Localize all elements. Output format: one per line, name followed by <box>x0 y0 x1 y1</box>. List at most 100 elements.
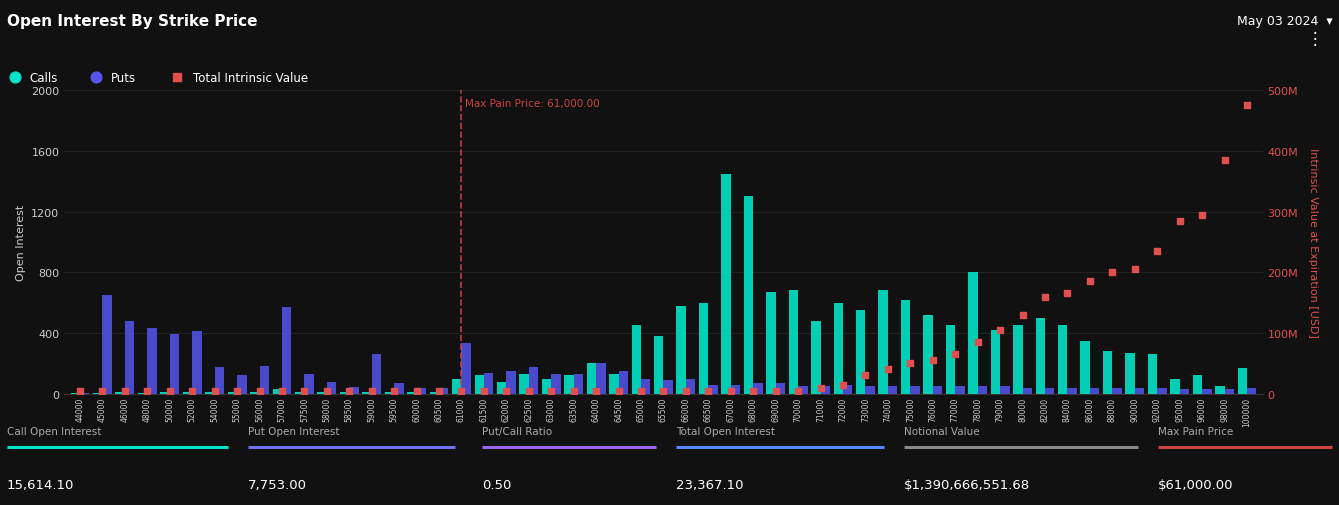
Bar <box>170 334 179 394</box>
Point <box>1012 311 1034 319</box>
Point <box>720 387 742 395</box>
Bar <box>125 321 134 394</box>
Bar <box>138 393 147 394</box>
Bar <box>1157 388 1166 394</box>
Bar <box>888 386 897 394</box>
Bar <box>676 306 686 394</box>
Bar <box>363 392 372 394</box>
Bar <box>228 392 237 394</box>
Bar <box>1202 389 1212 394</box>
Point <box>541 387 562 395</box>
Point <box>1102 269 1123 277</box>
Bar <box>991 330 1000 394</box>
Bar <box>372 355 382 394</box>
Bar <box>834 303 844 394</box>
Bar <box>439 389 449 394</box>
Point <box>406 387 427 395</box>
Text: Put Open Interest: Put Open Interest <box>248 426 339 436</box>
Point <box>226 387 248 395</box>
Bar <box>1180 389 1189 394</box>
Bar <box>865 386 874 394</box>
Bar <box>664 380 674 394</box>
Point <box>1214 157 1236 165</box>
Bar <box>520 374 529 394</box>
Point <box>1236 102 1257 110</box>
Bar <box>1113 388 1122 394</box>
Point <box>473 387 494 395</box>
Point <box>518 387 540 395</box>
Bar <box>641 379 651 394</box>
Bar <box>260 366 269 394</box>
Y-axis label: Open Interest: Open Interest <box>16 205 25 280</box>
Bar <box>609 374 619 394</box>
Bar <box>632 326 641 394</box>
Bar <box>416 389 426 394</box>
Bar <box>102 295 112 394</box>
Point <box>810 384 832 392</box>
Bar <box>1067 388 1077 394</box>
Point <box>204 387 225 395</box>
Point <box>787 387 809 395</box>
Bar <box>349 387 359 394</box>
Bar <box>619 371 628 394</box>
Point <box>743 387 765 395</box>
Bar <box>283 308 292 394</box>
Bar <box>1023 388 1032 394</box>
Bar <box>71 393 80 394</box>
Point <box>1034 293 1055 301</box>
Bar <box>775 383 785 394</box>
Bar <box>147 329 157 394</box>
Bar <box>924 315 933 394</box>
Point <box>339 387 360 395</box>
Bar <box>1247 388 1256 394</box>
Bar <box>542 379 552 394</box>
Bar <box>731 385 740 394</box>
Bar <box>214 368 224 394</box>
Bar <box>708 385 718 394</box>
Bar <box>304 374 313 394</box>
Text: 7,753.00: 7,753.00 <box>248 478 307 491</box>
Text: Put/Call Ratio: Put/Call Ratio <box>482 426 552 436</box>
Text: $1,390,666,551.68: $1,390,666,551.68 <box>904 478 1030 491</box>
Bar <box>1237 368 1247 394</box>
Bar <box>462 343 471 394</box>
Point <box>967 338 988 346</box>
Bar <box>1000 386 1010 394</box>
Bar <box>295 392 304 394</box>
Text: Max Pain Price: 61,000.00: Max Pain Price: 61,000.00 <box>465 98 600 109</box>
Text: Notional Value: Notional Value <box>904 426 979 436</box>
Bar <box>945 326 955 394</box>
Point <box>765 387 786 395</box>
Bar <box>744 197 754 394</box>
Point <box>900 360 921 368</box>
Bar <box>237 376 246 394</box>
Point <box>585 387 607 395</box>
Bar <box>1058 326 1067 394</box>
Bar <box>811 321 821 394</box>
Point <box>362 387 383 395</box>
Bar <box>766 292 775 394</box>
Bar <box>384 392 394 394</box>
Bar <box>821 386 830 394</box>
Bar <box>1170 379 1180 394</box>
Bar <box>844 385 853 394</box>
Point <box>653 387 675 395</box>
Point <box>114 387 135 395</box>
Point <box>70 387 91 395</box>
Point <box>675 387 696 395</box>
Point <box>1079 278 1101 286</box>
Bar <box>699 303 708 394</box>
Bar <box>573 374 582 394</box>
Point <box>833 381 854 389</box>
Bar <box>596 364 605 394</box>
Bar <box>586 364 596 394</box>
Point <box>854 372 876 380</box>
Bar <box>317 392 327 394</box>
Bar <box>1214 386 1225 394</box>
Bar <box>653 336 664 394</box>
Point <box>137 387 158 395</box>
Bar <box>430 392 439 394</box>
Bar <box>1035 318 1044 394</box>
Point <box>923 357 944 365</box>
Bar <box>453 379 462 394</box>
